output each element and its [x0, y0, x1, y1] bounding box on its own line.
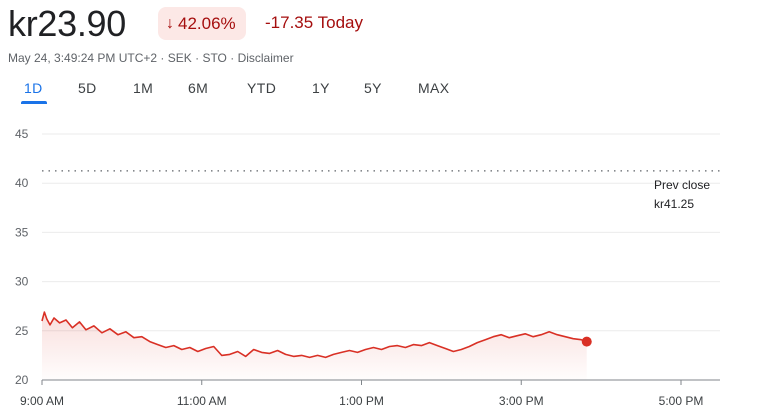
tab-5y[interactable]: 5Y: [364, 80, 382, 96]
y-tick-label: 25: [15, 324, 29, 338]
quote-meta: May 24, 3:49:24 PM UTC+2 · SEK · STO · D…: [8, 51, 294, 65]
y-tick-label: 40: [15, 176, 29, 190]
x-tick-label: 1:00 PM: [339, 394, 384, 408]
price-area: [42, 312, 587, 380]
change-today: -17.35 Today: [265, 13, 363, 32]
tab-1y[interactable]: 1Y: [312, 80, 330, 96]
disclaimer-link[interactable]: Disclaimer: [237, 51, 294, 65]
x-tick-label: 9:00 AM: [20, 394, 64, 408]
price-line: [41, 311, 587, 359]
y-tick-label: 20: [15, 373, 29, 387]
range-tabs: 1D 5D 1M 6M YTD 1Y 5Y MAX: [0, 80, 480, 110]
x-tick-label: 5:00 PM: [659, 394, 704, 408]
x-tick-label: 11:00 AM: [177, 394, 227, 408]
tab-1d[interactable]: 1D: [24, 80, 43, 96]
meta-separator: ·: [157, 51, 168, 65]
current-price-dot[interactable]: [581, 336, 592, 347]
prev-close-label: Prev close: [654, 178, 710, 192]
x-tick-label: 3:00 PM: [499, 394, 544, 408]
tab-ytd[interactable]: YTD: [247, 80, 277, 96]
y-tick-label: 35: [15, 225, 29, 239]
tab-5d[interactable]: 5D: [78, 80, 97, 96]
y-tick-label: 30: [15, 275, 29, 289]
meta-separator: ·: [226, 51, 238, 65]
change-percent-badge: ↓ 42.06%: [158, 7, 246, 40]
selected-tab-indicator: [21, 101, 47, 104]
y-tick-label: 45: [15, 127, 29, 141]
meta-separator: ·: [191, 51, 203, 65]
tab-1m[interactable]: 1M: [133, 80, 154, 96]
change-percent: 42.06%: [178, 13, 236, 33]
tab-max[interactable]: MAX: [418, 80, 450, 96]
exchange: STO: [202, 51, 227, 65]
currency: SEK: [167, 51, 192, 65]
timestamp: May 24, 3:49:24 PM UTC+2: [8, 51, 158, 65]
current-price: kr23.90: [8, 3, 126, 44]
arrow-down-icon: ↓: [166, 14, 174, 32]
prev-close-value: kr41.25: [654, 197, 694, 211]
tab-6m[interactable]: 6M: [188, 80, 209, 96]
